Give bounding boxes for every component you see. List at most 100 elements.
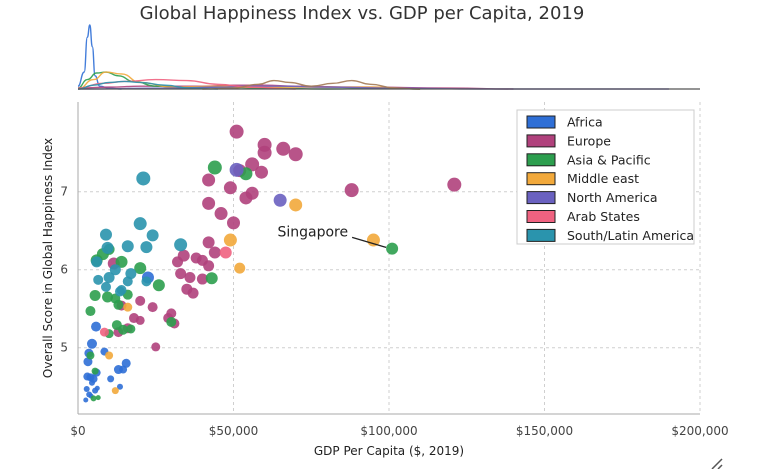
point-0-17 [107,375,115,383]
point-2-15 [85,306,96,317]
x-tick-label-3: $150,000 [516,424,573,438]
point-6-10 [125,268,137,280]
point-1-13 [447,177,462,192]
point-0-15 [121,358,131,368]
point-6-5 [121,240,134,253]
point-6-1 [133,217,147,231]
point-2-22 [91,367,99,375]
density-curve-0 [77,24,122,90]
legend-label-6: South/Latin America [567,228,694,243]
y-tick-label-0: 5 [60,341,68,355]
point-3-5 [105,351,114,360]
point-2-21 [86,351,95,360]
point-0-9 [94,385,100,391]
point-6-3 [146,229,159,242]
point-1-8 [223,181,237,195]
x-tick-label-4: $200,000 [671,424,728,438]
point-1-14 [202,196,216,210]
legend-swatch-2 [526,153,556,167]
point-4-1 [273,193,287,207]
legend: Africa Europe Asia & Pacific Middle east Nor… [516,109,695,245]
legend-swatch-0 [526,115,556,129]
legend-label-3: Middle east [567,171,639,186]
legend-swatch-1 [526,134,556,148]
point-1-22 [184,272,196,283]
point-6-4 [174,238,188,252]
point-2-11 [102,291,114,303]
point-2-7 [134,262,147,275]
point-2-8 [152,279,165,292]
point-6-13 [122,276,133,287]
point-2-23 [90,395,97,402]
point-1-39 [151,342,161,352]
point-6-9 [109,264,121,276]
legend-label-2: Asia & Pacific [567,152,651,167]
point-1-16 [227,216,240,230]
point-1-21 [203,260,215,272]
point-6-7 [140,241,153,254]
point-6-14 [141,276,152,287]
point-6-12 [93,274,104,285]
point-6-11 [103,272,115,283]
point-4-0 [229,162,244,177]
point-6-16 [100,281,111,292]
point-0-10 [86,338,97,349]
point-1-28 [187,287,199,299]
point-3-4 [123,302,133,312]
chart-title: Global Happiness Index vs. GDP per Capit… [140,3,585,24]
point-2-6 [115,255,128,268]
point-2-24 [95,395,101,401]
legend-label-4: North America [567,190,658,205]
density-curve-6 [77,80,218,90]
y-tick-label-2: 7 [60,185,68,199]
x-axis-label: GDP Per Capita ($, 2019) [314,444,464,458]
annotations: Singapore [277,224,387,249]
point-0-3 [88,379,95,386]
point-0-12 [91,321,102,332]
point-3-2 [223,233,237,247]
annotation-arrow-0 [351,236,387,249]
resize-handle[interactable] [711,458,723,469]
point-6-8 [91,256,103,268]
point-3-1 [289,198,303,212]
point-2-2 [386,242,399,255]
x-tick-label-2: $100,000 [360,424,417,438]
point-2-9 [205,272,218,285]
x-tick-label-1: $50,000 [209,424,259,438]
legend-swatch-3 [526,172,556,186]
point-1-3 [288,147,303,162]
point-2-14 [113,299,124,310]
legend-swatch-6 [526,228,556,242]
point-0-4 [83,386,90,393]
point-0-20 [116,383,123,390]
legend-swatch-4 [526,191,556,205]
point-1-7 [254,165,268,179]
point-2-0 [207,160,222,175]
point-5-1 [99,327,109,337]
point-2-19 [166,316,177,327]
point-0-7 [83,397,89,403]
point-1-4 [257,145,272,160]
point-1-9 [202,173,216,187]
legend-label-5: Arab States [567,209,640,224]
point-2-17 [118,324,129,335]
point-1-30 [147,302,158,313]
point-2-10 [89,289,101,301]
point-1-17 [202,236,215,249]
point-1-25 [175,268,187,280]
point-1-2 [276,141,291,156]
legend-label-0: Africa [567,115,603,130]
legend-label-1: Europe [567,133,611,148]
point-2-18 [126,324,136,334]
point-6-6 [101,241,114,254]
point-1-0 [229,124,244,139]
annotation-label-0: Singapore [277,224,348,240]
point-3-6 [111,387,119,395]
point-1-26 [196,273,208,285]
point-1-24 [177,249,190,262]
point-3-3 [234,262,246,274]
point-1-29 [135,295,146,306]
legend-swatch-5 [526,210,556,223]
data-points [83,124,462,403]
